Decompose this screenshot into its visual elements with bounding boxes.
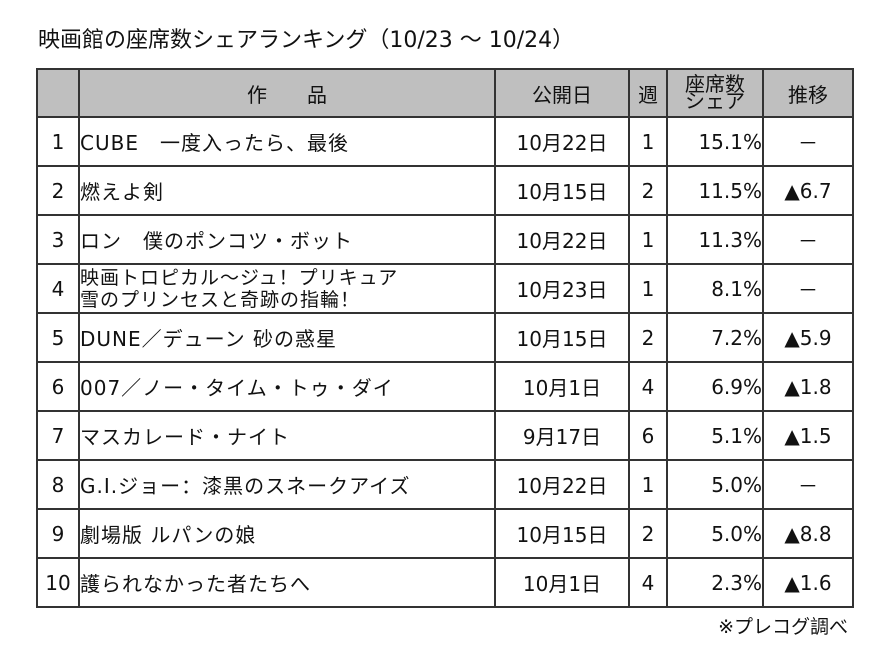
movie-title-cell: マスカレード・ナイト [78, 410, 496, 461]
release-date-cell: 10月15日 [494, 508, 630, 559]
movie-title-line2: 雪のプリンセスと奇跡の指輪！ [80, 288, 361, 311]
release-date-cell: 10月22日 [494, 214, 630, 265]
column-header-release: 公開日 [494, 68, 630, 118]
rank-cell: 10 [36, 557, 80, 608]
share-cell: 6.9% [666, 361, 764, 412]
column-header-share: 座席数 シェア [666, 68, 764, 118]
table-header-row: 作 品 公開日 週 座席数 シェア 推移 [36, 68, 854, 118]
rank-cell: 2 [36, 165, 80, 216]
share-cell: 2.3% [666, 557, 764, 608]
column-header-rank [36, 68, 80, 118]
weeks-cell: 2 [628, 312, 668, 363]
trend-cell: ▲5.9 [762, 312, 854, 363]
table-row: 7 マスカレード・ナイト 9月17日 6 5.1% ▲1.5 [36, 410, 854, 461]
share-header-line1: 座席数 [685, 72, 745, 96]
table-row: 6 007／ノー・タイム・トゥ・ダイ 10月1日 4 6.9% ▲1.8 [36, 361, 854, 412]
trend-cell: － [762, 214, 854, 265]
release-date-cell: 9月17日 [494, 410, 630, 461]
rank-cell: 9 [36, 508, 80, 559]
release-date-cell: 10月22日 [494, 116, 630, 167]
movie-title-cell: 映画トロピカル～ジュ！プリキュア 雪のプリンセスと奇跡の指輪！ [78, 263, 496, 314]
share-cell: 8.1% [666, 263, 764, 314]
share-cell: 15.1% [666, 116, 764, 167]
weeks-cell: 2 [628, 508, 668, 559]
rank-cell: 3 [36, 214, 80, 265]
weeks-cell: 1 [628, 459, 668, 510]
movie-title-cell: DUNE／デューン 砂の惑星 [78, 312, 496, 363]
table-row: 3 ロン 僕のポンコツ・ボット 10月22日 1 11.3% － [36, 214, 854, 265]
trend-cell: － [762, 459, 854, 510]
movie-title-cell: 007／ノー・タイム・トゥ・ダイ [78, 361, 496, 412]
table-row: 10 護られなかった者たちへ 10月1日 4 2.3% ▲1.6 [36, 557, 854, 608]
share-cell: 11.3% [666, 214, 764, 265]
movie-title-cell: ロン 僕のポンコツ・ボット [78, 214, 496, 265]
release-date-cell: 10月15日 [494, 165, 630, 216]
rank-cell: 7 [36, 410, 80, 461]
weeks-cell: 1 [628, 214, 668, 265]
table-row: 9 劇場版 ルパンの娘 10月15日 2 5.0% ▲8.8 [36, 508, 854, 559]
share-cell: 5.0% [666, 459, 764, 510]
trend-cell: ▲1.5 [762, 410, 854, 461]
weeks-cell: 1 [628, 116, 668, 167]
share-cell: 7.2% [666, 312, 764, 363]
weeks-cell: 4 [628, 361, 668, 412]
release-date-cell: 10月1日 [494, 361, 630, 412]
weeks-cell: 6 [628, 410, 668, 461]
column-header-weeks: 週 [628, 68, 668, 118]
share-cell: 5.0% [666, 508, 764, 559]
trend-cell: ▲1.6 [762, 557, 854, 608]
share-header-line2: シェア [685, 89, 745, 113]
weeks-cell: 1 [628, 263, 668, 314]
page-title: 映画館の座席数シェアランキング（10/23 ～ 10/24） [38, 28, 575, 53]
release-date-cell: 10月1日 [494, 557, 630, 608]
rank-cell: 4 [36, 263, 80, 314]
movie-title-cell: CUBE 一度入ったら、最後 [78, 116, 496, 167]
release-date-cell: 10月23日 [494, 263, 630, 314]
ranking-table: 作 品 公開日 週 座席数 シェア 推移 1 CUBE 一度入ったら、最後 10月22… [36, 68, 854, 608]
table-row: 1 CUBE 一度入ったら、最後 10月22日 1 15.1% － [36, 116, 854, 167]
rank-cell: 8 [36, 459, 80, 510]
share-cell: 11.5% [666, 165, 764, 216]
weeks-cell: 2 [628, 165, 668, 216]
rank-cell: 5 [36, 312, 80, 363]
trend-cell: － [762, 263, 854, 314]
weeks-cell: 4 [628, 557, 668, 608]
source-note: ※プレコグ調べ [718, 616, 848, 638]
column-header-title: 作 品 [78, 68, 496, 118]
table-row: 4 映画トロピカル～ジュ！プリキュア 雪のプリンセスと奇跡の指輪！ 10月23日 1 8.… [36, 263, 854, 314]
release-date-cell: 10月15日 [494, 312, 630, 363]
movie-title-cell: G.I.ジョー：漆黒のスネークアイズ [78, 459, 496, 510]
trend-cell: ▲8.8 [762, 508, 854, 559]
share-cell: 5.1% [666, 410, 764, 461]
table-row: 8 G.I.ジョー：漆黒のスネークアイズ 10月22日 1 5.0% － [36, 459, 854, 510]
movie-title-cell: 燃えよ剣 [78, 165, 496, 216]
trend-cell: ▲1.8 [762, 361, 854, 412]
rank-cell: 6 [36, 361, 80, 412]
column-header-trend: 推移 [762, 68, 854, 118]
table-row: 2 燃えよ剣 10月15日 2 11.5% ▲6.7 [36, 165, 854, 216]
movie-title-cell: 劇場版 ルパンの娘 [78, 508, 496, 559]
trend-cell: ▲6.7 [762, 165, 854, 216]
movie-title-line1: 映画トロピカル～ジュ！プリキュア [80, 266, 399, 289]
table-row: 5 DUNE／デューン 砂の惑星 10月15日 2 7.2% ▲5.9 [36, 312, 854, 363]
trend-cell: － [762, 116, 854, 167]
movie-title-cell: 護られなかった者たちへ [78, 557, 496, 608]
rank-cell: 1 [36, 116, 80, 167]
release-date-cell: 10月22日 [494, 459, 630, 510]
